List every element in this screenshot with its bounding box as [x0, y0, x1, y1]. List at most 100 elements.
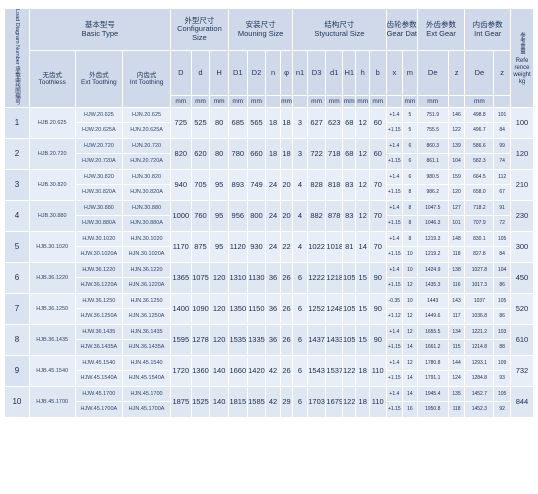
cell-d: 1278: [190, 323, 211, 356]
cell-b: 60: [368, 106, 387, 139]
cell-n: 18: [265, 137, 281, 170]
cell-D1: 1350: [227, 292, 248, 325]
cell-m: 10: [402, 261, 418, 279]
cell-zi: 88: [493, 339, 511, 356]
cell-De: 986.2: [416, 184, 449, 201]
table-row: 3 HJB.30.820 HJW.30.820 HJN.30.820 940 705 95 8…: [4, 168, 535, 201]
ext-toothing-header: 外齿式 Ext Toothing: [74, 50, 124, 108]
cell-De: 1443: [416, 292, 449, 310]
toothless-model: HJB.45.1540: [28, 354, 76, 387]
cell-Di: 1284.8: [464, 370, 495, 387]
cell-d1: 1018: [325, 230, 343, 263]
cell-H: 95: [209, 168, 229, 201]
cell-D2: 1585: [246, 385, 267, 418]
cell-d1: 1537: [325, 354, 343, 387]
cell-De: 1047.5: [416, 199, 449, 217]
col-h: h: [355, 50, 370, 96]
specification-table: Load Diagram Number 承载曲线图编号 基本型号 Basic T…: [4, 8, 535, 418]
cell-d: 525: [190, 106, 211, 139]
cell-m: 8: [402, 199, 418, 217]
row-number: 2: [4, 137, 30, 170]
cell-zi: 101: [493, 106, 511, 124]
col-D: D: [169, 50, 192, 96]
cell-n1: 6: [292, 354, 308, 387]
cell-H: 80: [209, 106, 229, 139]
table-row: 1 HJB.20.625 HJW.20.625 HJN.20.625 725 525 80 6…: [4, 106, 535, 139]
cell-x: +1.4: [385, 230, 404, 248]
table-row: 4 HJB.30.880 HJW.30.880 HJN.30.880 1000 760 95…: [4, 199, 535, 232]
cell-phi: 29: [279, 385, 294, 418]
cell-b: 70: [368, 168, 387, 201]
int-toothing-model: HJN.45.1700: [122, 385, 171, 403]
cell-z: 124: [447, 370, 466, 387]
cell-zi: 72: [493, 215, 511, 232]
table-row: HJW.45.1700A HJN.45.1700A +1.15 16 1950.8 118…: [5, 401, 534, 418]
ext-toothing-model: HJW.30.1020A: [74, 246, 124, 263]
toothless-model: HJB.30.880: [28, 199, 76, 232]
cell-x: -0.35: [385, 292, 404, 310]
cell-H: 95: [209, 199, 229, 232]
cell-d1: 818: [325, 168, 343, 201]
cell-D1: 1535: [227, 323, 248, 356]
ext-toothing-model: HJW.36.1250A: [74, 308, 124, 325]
cell-D3: 1222: [306, 261, 327, 294]
unit-D2: mm: [246, 94, 267, 108]
cell-D2: 800: [246, 199, 267, 232]
cell-z: 143: [447, 292, 466, 310]
cell-d: 875: [190, 230, 211, 263]
cell-m: 12: [402, 277, 418, 294]
cell-De: 1219.2: [416, 246, 449, 263]
cell-D1: 1310: [227, 261, 248, 294]
cell-De: 1219.3: [416, 230, 449, 248]
toothless-en: Toothless: [38, 78, 66, 86]
int-gear-en: Int Gear: [474, 28, 502, 38]
cell-H1: 68: [341, 137, 357, 170]
cell-Di: 582.3: [464, 153, 495, 170]
unit-phi: mm: [279, 94, 294, 108]
cell-zi: 91: [493, 199, 511, 217]
cell-m: 12: [402, 323, 418, 341]
cell-Di: 1027.8: [464, 261, 495, 279]
cell-Di: 658.0: [464, 184, 495, 201]
unit-h: mm: [355, 94, 370, 108]
cell-weight: 300: [509, 230, 535, 263]
cell-phi: 22: [279, 230, 294, 263]
ext-toothing-model: HJW.45.1540: [74, 354, 124, 372]
cell-zi: 84: [493, 122, 511, 139]
table-row: HJW.45.1540A HJN.45.1540A +1.15 14 1791.1 124…: [5, 370, 534, 387]
cell-h: 14: [355, 230, 370, 263]
weight-cn: 参考重量: [518, 31, 525, 54]
table-row: 6 HJB.36.1220 HJW.36.1220 HJN.36.1220 1365 10…: [4, 261, 535, 294]
cell-n: 36: [265, 261, 281, 294]
cell-Di: 1452.3: [464, 401, 495, 418]
cell-n1: 3: [292, 106, 308, 139]
cell-phi: 26: [279, 323, 294, 356]
cell-D: 820: [169, 137, 192, 170]
weight-en: Refe rence weight kg: [513, 57, 531, 85]
col-m: m: [402, 50, 418, 96]
cell-Di: 1017.3: [464, 277, 495, 294]
cell-D3: 882: [306, 199, 327, 232]
cell-D3: 1703: [306, 385, 327, 418]
ext-toothing-model: HJW.30.880: [74, 199, 124, 217]
cell-m: 10: [402, 246, 418, 263]
cell-n1: 3: [292, 137, 308, 170]
cell-Di: 1221.2: [464, 323, 495, 341]
cell-Di: 827.8: [464, 246, 495, 263]
table-row: HJW.36.1220A HJN.36.1220A +1.15 12 1435.3 116…: [5, 277, 534, 294]
cell-zi: 109: [493, 354, 511, 372]
cell-h: 15: [355, 323, 370, 356]
cell-b: 90: [368, 292, 387, 325]
cell-H1: 105: [341, 323, 357, 356]
cell-zi: 112: [493, 168, 511, 186]
cell-m: 6: [402, 168, 418, 186]
cell-n: 18: [265, 106, 281, 139]
cell-De: 980.5: [416, 168, 449, 186]
row-number: 1: [4, 106, 30, 139]
cell-H1: 81: [341, 230, 357, 263]
cell-De: 1791.1: [416, 370, 449, 387]
cell-z: 148: [447, 230, 466, 248]
cell-n1: 4: [292, 199, 308, 232]
cell-Di: 586.6: [464, 137, 495, 155]
cell-weight: 230: [509, 199, 535, 232]
